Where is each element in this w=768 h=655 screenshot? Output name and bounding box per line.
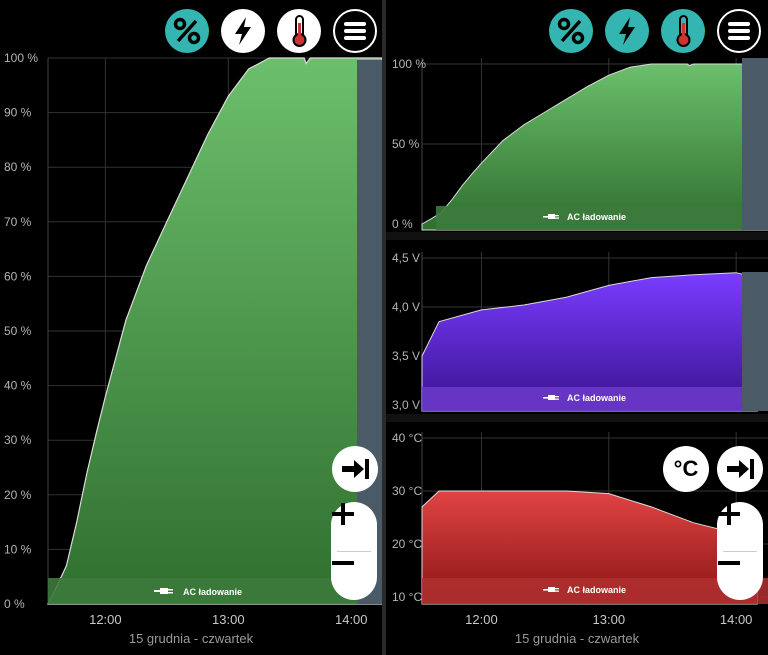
y-tick-label: 0 % — [4, 597, 25, 611]
plus-icon — [332, 503, 354, 525]
power-button[interactable] — [221, 9, 265, 53]
left-chart[interactable]: AC ładowanie 100 % 90 % 80 % 70 % 60 % 50 % 40… — [0, 0, 383, 655]
zoom-in-button[interactable] — [717, 502, 763, 551]
percent-icon — [173, 17, 201, 45]
event-label: AC ładowanie — [567, 212, 626, 222]
chart-separator — [386, 414, 768, 422]
charging-band — [436, 206, 742, 230]
left-panel: AC ładowanie 100 % 90 % 80 % 70 % 60 % 50 % 40… — [0, 0, 383, 655]
plug-icon — [543, 587, 559, 592]
right-panel: AC ładowanie AC ładowanie AC ładowanie 1… — [386, 0, 768, 655]
charging-band — [422, 387, 742, 411]
y-tick-label: 10 °C — [392, 590, 422, 604]
y-tick-label: 10 % — [4, 542, 32, 556]
percent-button[interactable] — [165, 9, 209, 53]
menu-button[interactable] — [333, 9, 377, 53]
y-tick-label: 3,5 V — [392, 349, 420, 363]
arrow-to-end-icon — [342, 459, 369, 479]
minus-icon — [718, 561, 740, 565]
temperature-button[interactable] — [661, 9, 705, 53]
x-tick-label: 12:00 — [89, 612, 122, 627]
y-tick-label: 60 % — [4, 269, 32, 283]
plug-icon — [543, 214, 559, 219]
future-region — [742, 58, 768, 230]
panel-divider — [382, 0, 386, 655]
arrow-to-end-icon — [727, 459, 754, 479]
battery-area — [421, 63, 768, 231]
temperature-unit-button[interactable]: °C — [663, 446, 709, 492]
x-tick-label: 14:00 — [720, 612, 753, 627]
event-label: AC ładowanie — [183, 587, 242, 597]
zoom-out-button[interactable] — [717, 551, 763, 600]
y-tick-label: 30 °C — [392, 484, 422, 498]
x-tick-label: 13:00 — [593, 612, 626, 627]
thermometer-icon — [292, 15, 307, 47]
zoom-in-button[interactable] — [331, 502, 377, 551]
charging-band — [422, 578, 768, 604]
y-axis-labels: 100 % 50 % 0 % 4,5 V 4,0 V 3,5 V 3,0 V 40 °C 30 … — [392, 57, 426, 604]
charging-band — [48, 578, 357, 604]
lightning-icon — [619, 17, 635, 45]
right-charts[interactable]: AC ładowanie AC ładowanie AC ładowanie 1… — [386, 0, 768, 655]
zoom-control — [331, 502, 377, 600]
y-tick-label: 3,0 V — [392, 398, 420, 412]
plus-icon — [718, 503, 740, 525]
y-tick-label: 20 % — [4, 488, 32, 502]
zoom-control — [717, 502, 763, 600]
y-tick-label: 40 % — [4, 379, 32, 393]
power-button[interactable] — [605, 9, 649, 53]
event-label: AC ładowanie — [567, 585, 626, 595]
zoom-out-button[interactable] — [331, 551, 377, 600]
hamburger-menu-icon — [728, 22, 750, 40]
celsius-label: °C — [673, 456, 699, 481]
y-tick-label: 4,5 V — [392, 251, 420, 265]
y-tick-label: 100 % — [392, 57, 426, 71]
event-label: AC ładowanie — [567, 393, 626, 403]
plug-icon — [154, 588, 173, 594]
minus-icon — [332, 561, 354, 565]
future-region — [742, 272, 768, 411]
thermometer-icon — [676, 15, 691, 47]
y-axis-labels: 100 % 90 % 80 % 70 % 60 % 50 % 40 % 30 % 20 % 10 … — [4, 51, 38, 611]
date-label: 15 grudnia - czwartek — [515, 631, 640, 646]
y-tick-label: 80 % — [4, 160, 32, 174]
jump-to-end-button[interactable] — [332, 446, 378, 492]
y-tick-label: 40 °C — [392, 431, 422, 445]
y-tick-label: 100 % — [4, 51, 38, 65]
jump-to-end-button[interactable] — [717, 446, 763, 492]
temperature-button[interactable] — [277, 9, 321, 53]
x-axis-labels: 12:00 13:00 14:00 — [89, 612, 367, 627]
x-axis-labels: 12:00 13:00 14:00 — [465, 612, 752, 627]
menu-button[interactable] — [717, 9, 761, 53]
y-tick-label: 50 % — [4, 324, 32, 338]
x-tick-label: 13:00 — [212, 612, 245, 627]
y-tick-label: 4,0 V — [392, 300, 420, 314]
hamburger-menu-icon — [344, 22, 366, 40]
x-tick-label: 12:00 — [465, 612, 498, 627]
y-tick-label: 30 % — [4, 433, 32, 447]
x-tick-label: 14:00 — [335, 612, 368, 627]
date-label: 15 grudnia - czwartek — [129, 631, 254, 646]
y-tick-label: 90 % — [4, 106, 32, 120]
y-tick-label: 0 % — [392, 217, 413, 231]
plug-icon — [543, 395, 559, 400]
y-tick-label: 50 % — [392, 137, 420, 151]
percent-icon — [557, 17, 585, 45]
battery-area — [47, 57, 383, 605]
chart-separator — [386, 232, 768, 240]
lightning-icon — [235, 17, 251, 45]
y-tick-label: 70 % — [4, 215, 32, 229]
percent-button[interactable] — [549, 9, 593, 53]
y-tick-label: 20 °C — [392, 537, 422, 551]
